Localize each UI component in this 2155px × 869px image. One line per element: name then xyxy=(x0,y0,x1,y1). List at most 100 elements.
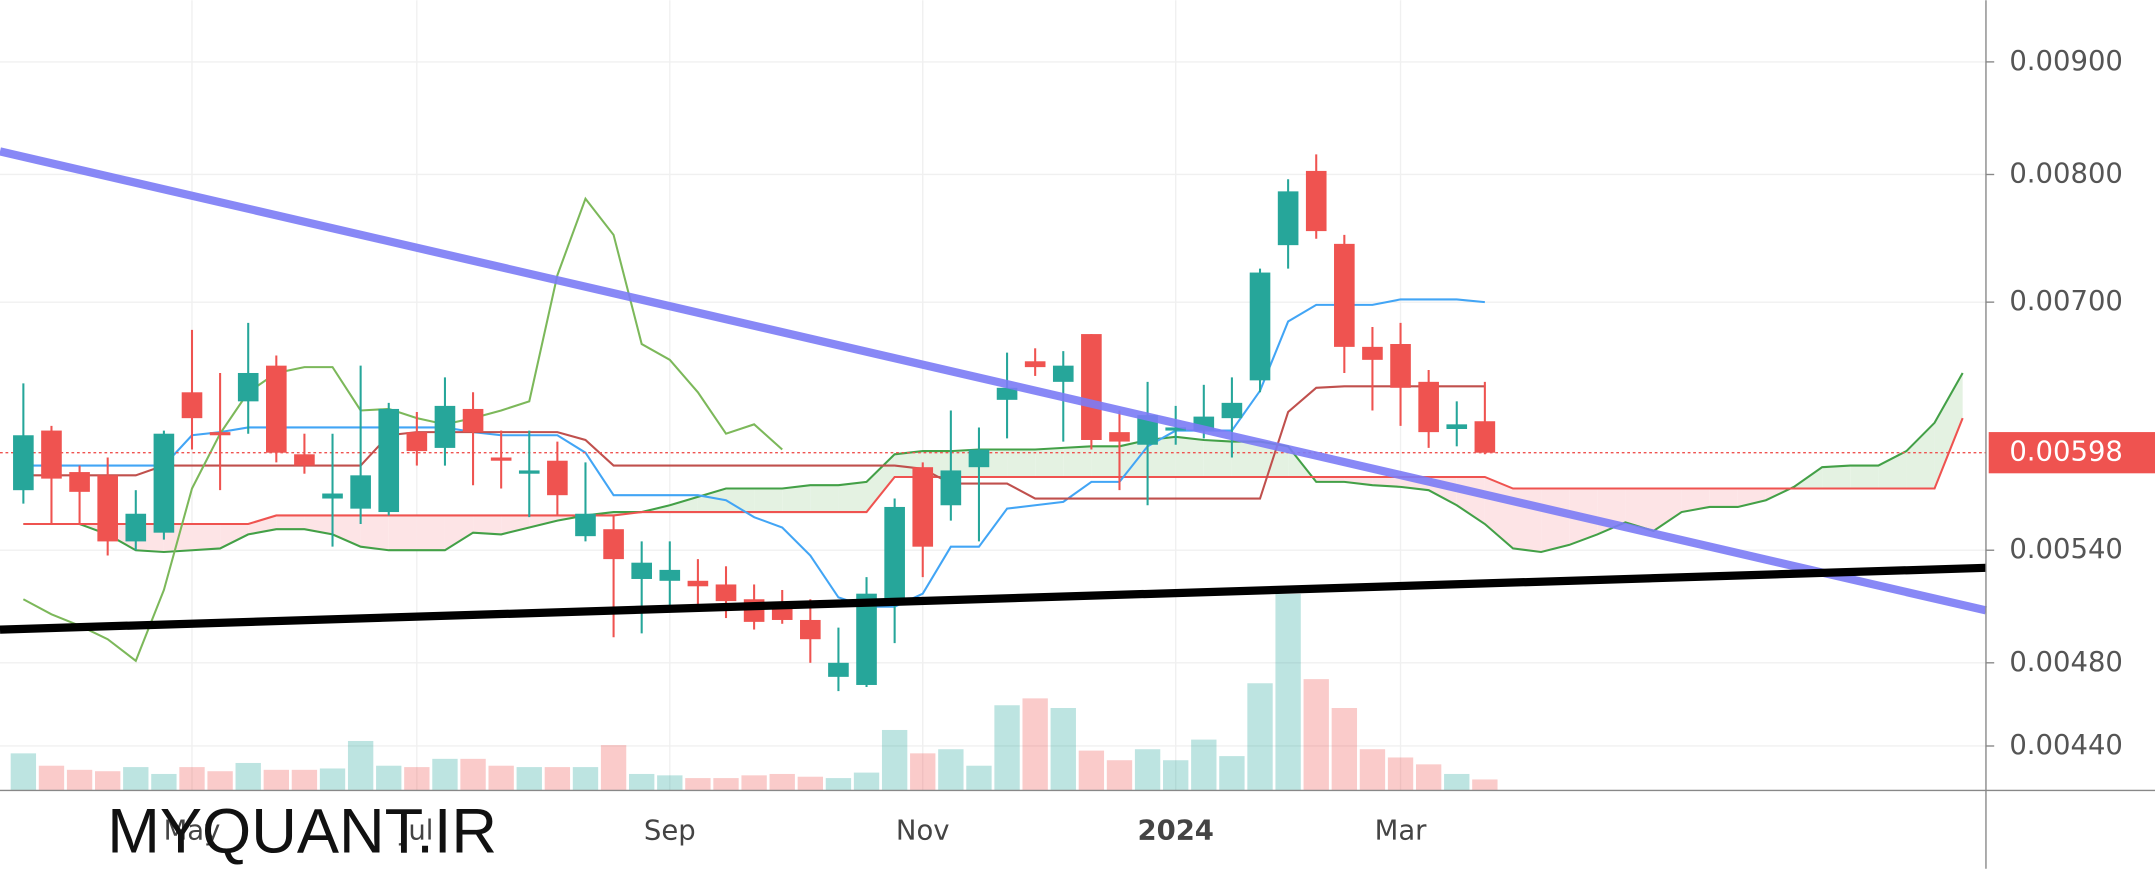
volume-bar xyxy=(1359,749,1386,791)
volume-bar xyxy=(825,778,852,791)
last-price-label: 0.00598 xyxy=(2009,436,2123,468)
cloud-fill xyxy=(1625,488,1654,531)
candle-body xyxy=(462,408,484,433)
candle-body xyxy=(1474,421,1496,453)
candle-body xyxy=(715,584,737,602)
volume-bar xyxy=(1387,757,1414,791)
candle-body xyxy=(209,432,231,436)
volume-bar xyxy=(404,767,430,791)
candle-body xyxy=(350,475,371,509)
candle-body xyxy=(1221,402,1243,419)
cloud-fill xyxy=(782,485,811,513)
cloud-fill xyxy=(1035,447,1064,477)
candle-body xyxy=(1362,346,1383,360)
x-tick-label: Mar xyxy=(1375,815,1428,847)
candle-layer xyxy=(13,154,1496,692)
cloud-fill xyxy=(1541,488,1570,552)
candle-body xyxy=(1446,424,1468,430)
trendline-down xyxy=(0,147,1987,615)
candle-body xyxy=(631,562,652,579)
cloud-fill xyxy=(754,488,783,513)
candle-body xyxy=(575,513,596,537)
candle-body xyxy=(687,580,709,587)
candle-body xyxy=(490,457,512,461)
candle-body xyxy=(996,387,1018,400)
volume-bar xyxy=(1022,698,1048,791)
volume-bar xyxy=(95,771,121,791)
cloud-fill xyxy=(1906,422,1935,489)
volume-bar xyxy=(797,776,824,791)
volume-bar xyxy=(938,749,964,791)
cloud-fill xyxy=(810,485,839,513)
volume-bar xyxy=(319,768,346,791)
cloud-fill xyxy=(416,515,445,551)
volume-bar xyxy=(376,765,402,791)
volume-bar xyxy=(1275,593,1301,791)
candle-body xyxy=(41,430,62,479)
volume-bar xyxy=(1219,756,1245,791)
cloud-fill xyxy=(1344,476,1373,486)
volume-bar xyxy=(1247,683,1273,791)
volume-bar xyxy=(263,769,289,791)
volume-bar xyxy=(66,769,93,791)
candle-body xyxy=(294,454,315,466)
cloud-fill xyxy=(1175,436,1204,477)
volume-bar xyxy=(179,767,205,791)
volume-bar xyxy=(1331,707,1358,791)
candle-body xyxy=(406,432,428,452)
volume-bar xyxy=(544,767,571,791)
volume-bar xyxy=(1050,707,1076,791)
cloud-fill xyxy=(1119,439,1148,477)
y-tick-label: 0.00440 xyxy=(2009,729,2123,761)
volume-bar xyxy=(1106,760,1133,791)
candle-body xyxy=(378,408,400,513)
cloud-fill xyxy=(1850,465,1879,489)
volume-bar xyxy=(1163,760,1189,791)
candle-body xyxy=(1109,432,1130,442)
candle-body xyxy=(13,435,34,491)
cloud-fill xyxy=(444,515,474,551)
volume-bar xyxy=(966,765,992,791)
candle-body xyxy=(912,467,934,547)
cloud-fill xyxy=(697,488,727,513)
volume-bar xyxy=(600,745,627,791)
last-price-box xyxy=(1988,432,2155,474)
volume-bar xyxy=(488,765,514,791)
cloud-layer xyxy=(23,372,1964,554)
volume-bar xyxy=(685,778,711,791)
cloud-fill xyxy=(1709,488,1738,507)
candle-body xyxy=(800,619,821,640)
volume-bar xyxy=(657,775,683,791)
candle-body xyxy=(547,460,568,496)
candle-body xyxy=(828,662,849,677)
y-tick-label: 0.00540 xyxy=(2009,533,2123,565)
candle-body xyxy=(1165,427,1187,431)
candle-body xyxy=(322,493,343,499)
volume-bar xyxy=(207,771,233,791)
cloud-fill xyxy=(1653,488,1682,531)
cloud-fill xyxy=(220,524,249,549)
candle-body xyxy=(181,392,203,419)
volume-bar xyxy=(460,758,486,791)
volume-bar xyxy=(151,773,177,791)
y-tick-label: 0.00800 xyxy=(2009,157,2123,189)
y-tick-label: 0.00700 xyxy=(2009,285,2123,317)
trendline-support xyxy=(0,563,1987,634)
x-tick-label: Jul xyxy=(398,815,433,847)
candle-body xyxy=(1305,170,1327,232)
y-tick-label: 0.00480 xyxy=(2009,646,2123,678)
volume-bar xyxy=(994,705,1020,791)
cloud-fill xyxy=(1203,439,1232,477)
y-tick-label: 0.00900 xyxy=(2009,45,2123,77)
candle-body xyxy=(518,470,540,474)
volume-bar xyxy=(1415,764,1442,791)
candle-body xyxy=(1137,415,1158,445)
cloud-fill xyxy=(1091,446,1120,477)
candle-body xyxy=(237,372,259,402)
cloud-fill xyxy=(1737,488,1766,507)
volume-bar xyxy=(1191,739,1217,791)
indicator-line xyxy=(23,385,1485,500)
cloud-fill xyxy=(726,488,755,513)
candle-body xyxy=(659,569,681,581)
